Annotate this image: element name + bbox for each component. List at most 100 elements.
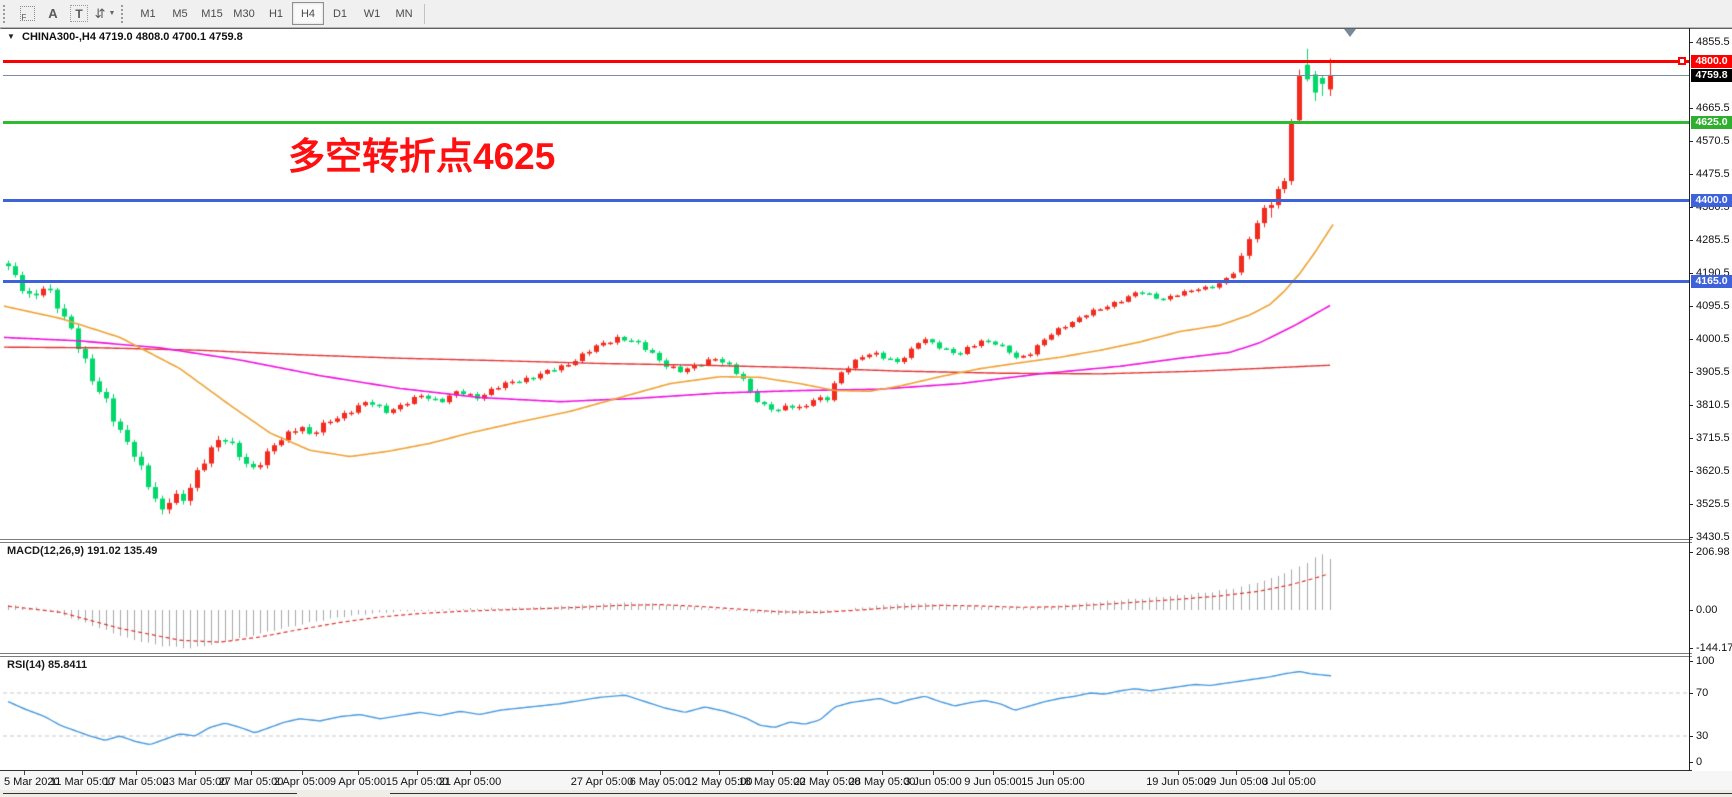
- date-label: 5 Mar 2020: [4, 776, 60, 788]
- date-tick: [82, 771, 83, 775]
- date-tick: [660, 771, 661, 775]
- hline-4625[interactable]: [3, 121, 1690, 124]
- date-tick: [1053, 771, 1054, 775]
- current-price-line: [3, 75, 1690, 76]
- date-label: 28 May 05:00: [848, 776, 916, 788]
- panel-separator: [0, 770, 1692, 771]
- indicator-tick-label: 0: [1696, 756, 1703, 768]
- date-tick: [993, 771, 994, 775]
- panel-separator[interactable]: [0, 539, 1692, 540]
- date-label: 15 Jun 05:00: [1021, 776, 1085, 788]
- price-badge-4400.0: 4400.0: [1691, 194, 1732, 207]
- panel-separator[interactable]: [0, 653, 1692, 654]
- indicator-tick: [1689, 610, 1693, 611]
- price-axis-line: [1689, 28, 1690, 771]
- price-badge-4759.8: 4759.8: [1691, 69, 1732, 82]
- date-tick: [470, 771, 471, 775]
- date-label: 18 May 05:00: [738, 776, 806, 788]
- date-label: 3 Jun 05:00: [904, 776, 962, 788]
- scrollbar-segment: [3, 793, 297, 794]
- price-tick: [1689, 438, 1693, 439]
- scrollbar-segment: [390, 793, 1732, 794]
- price-tick: [1689, 372, 1693, 373]
- rsi-label: RSI(14) 85.8411: [7, 659, 88, 671]
- date-label: 17 Mar 05:00: [103, 776, 169, 788]
- macd-label: MACD(12,26,9) 191.02 135.49: [7, 545, 158, 557]
- price-tick: [1689, 273, 1693, 274]
- date-tick: [417, 771, 418, 775]
- indicator-tick-label: 30: [1696, 730, 1709, 742]
- symbol-info-caret-icon[interactable]: ▼: [7, 32, 15, 41]
- date-tick: [302, 771, 303, 775]
- date-label: 6 May 05:00: [629, 776, 691, 788]
- price-tick-label: 4475.5: [1696, 168, 1730, 180]
- price-tick-label: 4570.5: [1696, 135, 1730, 147]
- price-tick: [1689, 537, 1693, 538]
- date-tick: [827, 771, 828, 775]
- date-label: 19 Jun 05:00: [1146, 776, 1210, 788]
- price-tick-label: 3715.5: [1696, 432, 1730, 444]
- date-label: 15 Apr 05:00: [385, 776, 449, 788]
- price-tick-label: 4285.5: [1696, 234, 1730, 246]
- price-badge-4165.0: 4165.0: [1691, 275, 1732, 288]
- indicator-tick: [1689, 648, 1693, 649]
- date-tick: [602, 771, 603, 775]
- chart-annotation-text[interactable]: 多空转折点4625: [288, 136, 556, 177]
- price-tick-label: 4095.5: [1696, 300, 1730, 312]
- indicator-tick-label: 206.98: [1696, 546, 1730, 558]
- indicator-tick: [1689, 736, 1693, 737]
- symbol-info-line: CHINA300-,H4 4719.0 4808.0 4700.1 4759.8: [22, 31, 243, 43]
- price-tick-label: 3810.5: [1696, 399, 1730, 411]
- price-tick: [1689, 141, 1693, 142]
- price-tick: [1689, 240, 1693, 241]
- price-tick-label: 3905.5: [1696, 366, 1730, 378]
- indicator-tick: [1689, 661, 1693, 662]
- hline-4400[interactable]: [3, 199, 1690, 202]
- price-tick: [1689, 207, 1693, 208]
- indicator-tick: [1689, 762, 1693, 763]
- date-axis[interactable]: [0, 771, 1732, 790]
- price-tick-label: 3525.5: [1696, 498, 1730, 510]
- hline-drag-handle[interactable]: [1678, 57, 1686, 65]
- date-label: 29 Jun 05:00: [1204, 776, 1268, 788]
- date-tick: [358, 771, 359, 775]
- indicator-tick-label: 100: [1696, 655, 1715, 667]
- date-tick: [933, 771, 934, 775]
- indicator-tick-label: 70: [1696, 687, 1709, 699]
- date-label: 9 Jun 05:00: [964, 776, 1022, 788]
- price-tick-label: 4665.5: [1696, 102, 1730, 114]
- date-label: 12 May 05:00: [685, 776, 753, 788]
- indicator-tick-label: -144.17: [1696, 642, 1732, 654]
- price-tick: [1689, 174, 1693, 175]
- indicator-tick: [1689, 552, 1693, 553]
- date-label: 3 Jul 05:00: [1262, 776, 1316, 788]
- price-tick-label: 3620.5: [1696, 465, 1730, 477]
- indicator-tick-label: 0.00: [1696, 604, 1718, 616]
- price-tick-label: 4855.5: [1696, 36, 1730, 48]
- price-tick: [1689, 405, 1693, 406]
- hline-4800[interactable]: [3, 60, 1690, 63]
- mouse-cursor-icon: [1344, 29, 1356, 37]
- date-label: 22 May 05:00: [793, 776, 861, 788]
- date-tick: [1289, 771, 1290, 775]
- date-tick: [772, 771, 773, 775]
- price-tick-label: 4000.5: [1696, 333, 1730, 345]
- date-tick: [882, 771, 883, 775]
- price-tick-label: 3430.5: [1696, 531, 1730, 543]
- date-tick: [1178, 771, 1179, 775]
- panel-separator[interactable]: [0, 542, 1692, 543]
- price-tick: [1689, 108, 1693, 109]
- panel-separator[interactable]: [0, 656, 1692, 657]
- price-tick: [1689, 339, 1693, 340]
- date-tick: [24, 771, 25, 775]
- date-label: 27 Apr 05:00: [570, 776, 634, 788]
- hline-4165[interactable]: [3, 280, 1690, 283]
- date-tick: [1236, 771, 1237, 775]
- date-label: 27 Mar 05:00: [218, 776, 284, 788]
- date-tick: [195, 771, 196, 775]
- date-label: 9 Apr 05:00: [329, 776, 387, 788]
- date-label: 11 Mar 05:00: [49, 776, 115, 788]
- price-tick: [1689, 306, 1693, 307]
